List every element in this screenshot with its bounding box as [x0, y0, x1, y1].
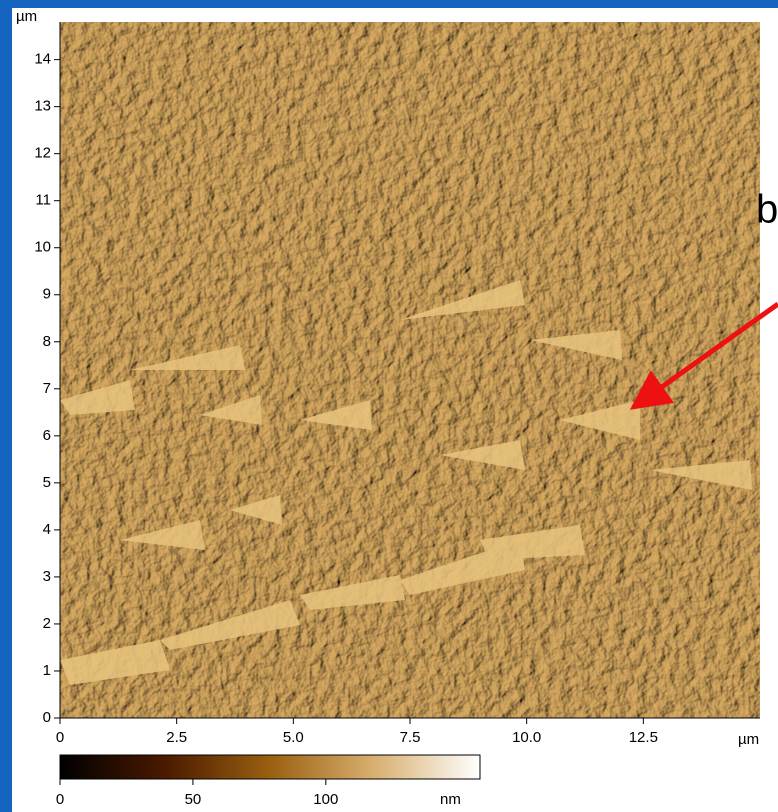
y-tick-label: 9	[43, 286, 51, 303]
colorbar-tick-label: 50	[185, 791, 202, 808]
y-unit: µm	[16, 8, 37, 25]
y-tick-label: 12	[34, 145, 51, 162]
y-tick-label: 13	[34, 98, 51, 115]
y-tick-label: 7	[43, 380, 51, 397]
y-tick-label: 1	[43, 662, 51, 679]
y-tick-label: 8	[43, 333, 51, 350]
y-tick-label: 6	[43, 427, 51, 444]
colorbar-tick-label: 0	[56, 791, 64, 808]
annotation: b	[756, 188, 778, 232]
y-tick-label: 5	[43, 474, 51, 491]
screenshot: µm µm nm b 0123456789101112131402.55.07.…	[0, 0, 778, 812]
x-tick-label: 7.5	[400, 729, 421, 746]
colorbar-unit: nm	[440, 791, 461, 808]
x-tick-label: 12.5	[629, 729, 658, 746]
x-tick-label: 2.5	[166, 729, 187, 746]
y-tick-label: 0	[43, 709, 51, 726]
y-tick-label: 3	[43, 568, 51, 585]
colorbar	[60, 755, 480, 779]
x-tick-label: 5.0	[283, 729, 304, 746]
x-tick-label: 0	[56, 729, 64, 746]
afm-image	[60, 22, 760, 718]
y-tick-label: 2	[43, 615, 51, 632]
x-unit: µm	[738, 731, 759, 748]
y-tick-label: 11	[35, 192, 51, 209]
y-tick-label: 10	[34, 239, 51, 256]
colorbar-tick-label: 100	[313, 791, 338, 808]
y-tick-label: 14	[34, 51, 51, 68]
y-tick-label: 4	[43, 521, 51, 538]
x-tick-label: 10.0	[512, 729, 541, 746]
